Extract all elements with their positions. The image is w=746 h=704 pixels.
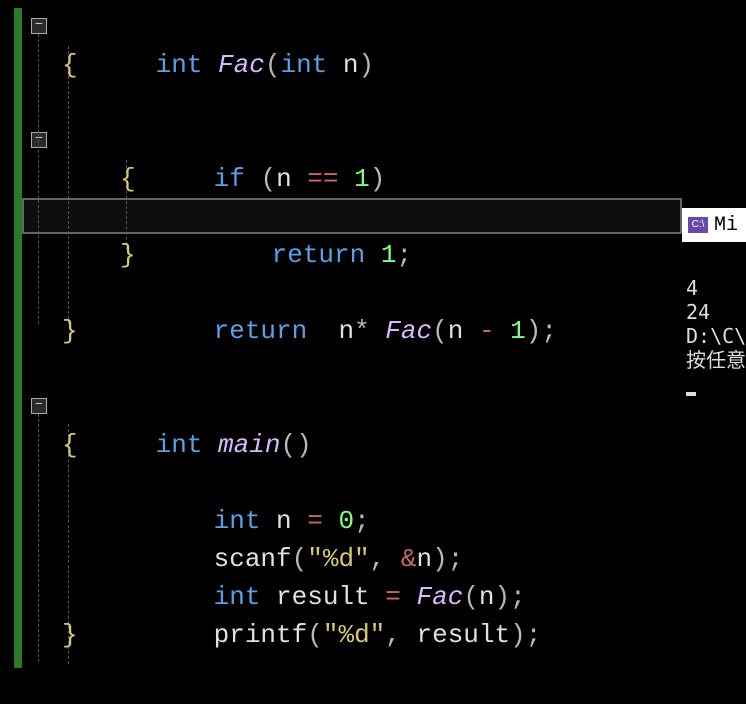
brace: } — [62, 316, 78, 346]
code-line[interactable]: } — [0, 312, 746, 350]
code-line[interactable]: int main() — [0, 388, 746, 426]
console-titlebar[interactable]: C:\ Mi — [682, 208, 746, 242]
code-line[interactable]: scanf("%d", &n); — [0, 502, 746, 540]
code-line[interactable]: int Fac(int n) — [0, 8, 746, 46]
code-line[interactable]: int result = Fac(n); — [0, 540, 746, 578]
brace: { — [62, 50, 78, 80]
code-line[interactable]: return 1; — [0, 198, 746, 236]
code-line[interactable]: } — [0, 616, 746, 654]
code-line[interactable]: } — [0, 236, 746, 274]
code-editor[interactable]: − − − int Fac(int n) { if (n == 1) { ret… — [0, 0, 746, 704]
brace: { — [62, 430, 78, 460]
brace: } — [120, 240, 136, 270]
code-line[interactable]: { — [0, 426, 746, 464]
code-line[interactable]: int n = 0; — [0, 464, 746, 502]
console-output[interactable]: 4 24 D:\C\ 按任意 — [682, 242, 746, 704]
console-title: Mi — [714, 214, 738, 237]
code-line[interactable]: { — [0, 160, 746, 198]
code-line[interactable]: { — [0, 46, 746, 84]
console-icon: C:\ — [688, 217, 708, 233]
code-line[interactable]: printf("%d", result); — [0, 578, 746, 616]
code-line[interactable]: return n* Fac(n - 1); — [0, 274, 746, 312]
brace: } — [62, 620, 78, 650]
brace: { — [120, 164, 136, 194]
code-line[interactable]: if (n == 1) — [0, 122, 746, 160]
